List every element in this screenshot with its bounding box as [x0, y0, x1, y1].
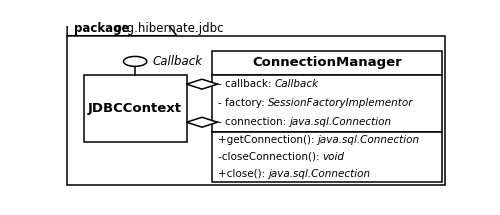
Text: +getConnection():: +getConnection(): — [218, 135, 318, 145]
Text: java.sql.Connection: java.sql.Connection — [289, 117, 391, 127]
Text: package: package — [74, 22, 130, 35]
Text: java.sql.Connection: java.sql.Connection — [268, 169, 370, 179]
Polygon shape — [67, 21, 177, 36]
Text: org.hibernate.jdbc: org.hibernate.jdbc — [111, 22, 224, 35]
Bar — [212, 75, 442, 132]
Text: java.sql.Connection: java.sql.Connection — [318, 135, 420, 145]
Polygon shape — [186, 79, 218, 89]
Text: - connection:: - connection: — [218, 117, 289, 127]
Polygon shape — [186, 117, 218, 127]
Bar — [212, 51, 442, 75]
Text: +close():: +close(): — [218, 169, 268, 179]
Text: - callback:: - callback: — [218, 79, 274, 89]
Text: -closeConnection():: -closeConnection(): — [218, 152, 322, 162]
Circle shape — [124, 56, 147, 66]
Text: void: void — [322, 152, 344, 162]
Text: SessionFactoryImplementor: SessionFactoryImplementor — [268, 98, 413, 108]
Text: Callback: Callback — [152, 55, 202, 68]
Bar — [84, 75, 186, 142]
Text: ConnectionManager: ConnectionManager — [252, 56, 402, 69]
Text: Callback: Callback — [274, 79, 318, 89]
Text: - factory:: - factory: — [218, 98, 268, 108]
Bar — [212, 132, 442, 182]
Text: JDBCContext: JDBCContext — [88, 102, 182, 115]
